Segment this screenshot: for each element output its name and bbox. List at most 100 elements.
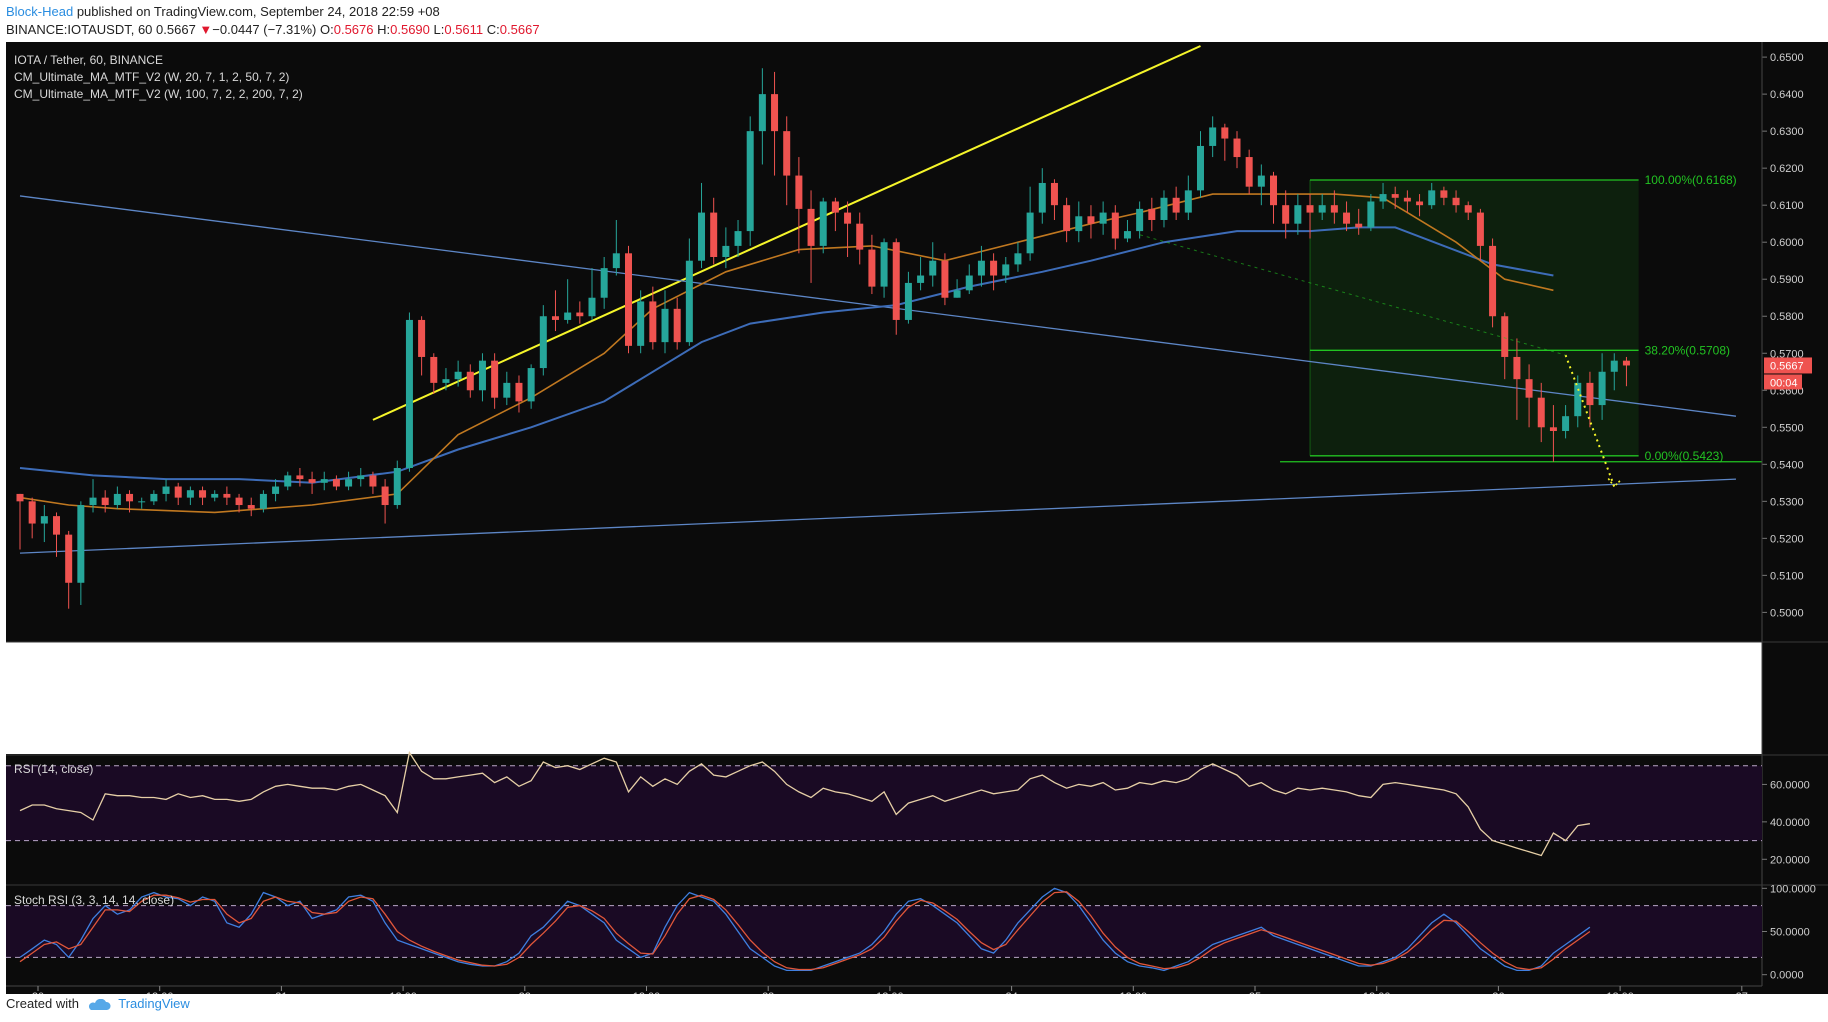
- candle-body: [929, 260, 937, 276]
- candle-body: [442, 379, 450, 383]
- author-link[interactable]: Block-Head: [6, 4, 74, 19]
- candle-body: [186, 490, 194, 498]
- candle-body: [844, 212, 852, 224]
- candle-body: [308, 479, 316, 483]
- candle-body: [126, 493, 134, 502]
- time-tick-label: 22: [519, 991, 531, 994]
- price-chart[interactable]: 100.00%(0.6168) 38.20%(0.5708) 0.00%(0.542…: [0, 42, 1828, 994]
- candle-body: [1038, 182, 1046, 213]
- candle-body: [917, 275, 925, 283]
- candle-body: [1196, 145, 1204, 191]
- time-tick-label: 12:00: [1120, 991, 1148, 994]
- main-pane: 100.00%(0.6168) 38.20%(0.5708) 0.00%(0.542…: [6, 42, 1828, 986]
- price-tick-label: 0.5300: [1770, 496, 1804, 508]
- candle-body: [746, 131, 754, 232]
- candle-body: [965, 275, 973, 291]
- candle-body: [649, 301, 657, 343]
- low-label: L:: [433, 22, 445, 37]
- osc-band-fill: [6, 765, 1762, 841]
- osc-tick-label: 100.0000: [1770, 883, 1816, 895]
- price-tick-label: 0.5400: [1770, 459, 1804, 471]
- close-value: 0.5667: [499, 22, 540, 37]
- time-tick-label: 21: [275, 991, 287, 994]
- candle-body: [1428, 190, 1436, 206]
- candle-body: [1355, 223, 1363, 228]
- time-tick-label: 23: [762, 991, 774, 994]
- tradingview-link[interactable]: TradingView: [118, 996, 190, 1011]
- candle-body: [1330, 205, 1338, 213]
- candle-body: [953, 290, 961, 298]
- candle-body: [1184, 190, 1192, 213]
- osc-tick-label: 0.0000: [1770, 970, 1804, 982]
- time-tick-label: 12:00: [876, 991, 904, 994]
- candle-body: [345, 479, 353, 487]
- candle-body: [1489, 245, 1497, 317]
- candle-body: [405, 319, 413, 469]
- candle-body: [1525, 379, 1533, 398]
- candle-body: [1403, 197, 1411, 202]
- candle-body: [807, 208, 815, 246]
- candle-body: [1002, 264, 1010, 276]
- candle-body: [1379, 194, 1387, 202]
- time-axis-bg: [6, 986, 1828, 994]
- candle-body: [1537, 397, 1545, 428]
- candle-body: [576, 312, 584, 317]
- candle-body: [77, 505, 85, 583]
- candle-body: [113, 493, 121, 506]
- tradingview-cloud-icon: [88, 998, 111, 1010]
- symbol-line: BINANCE:IOTAUSDT, 60 0.5667 ▼−0.0447 (−7…: [6, 22, 540, 37]
- candle-body: [1586, 382, 1594, 406]
- candle-body: [1416, 201, 1424, 206]
- candle-body: [235, 497, 243, 506]
- fib-level-label: 38.20%(0.5708): [1645, 343, 1730, 357]
- fib-level-label: 100.00%(0.6168): [1645, 173, 1737, 187]
- price-tick-label: 0.6100: [1770, 200, 1804, 212]
- candle-body: [381, 486, 389, 506]
- last-price: 0.5667: [156, 22, 196, 37]
- candle-body: [1209, 127, 1217, 146]
- candle-body: [564, 312, 572, 320]
- time-tick-label: 26: [1492, 991, 1504, 994]
- candle-body: [1233, 138, 1241, 158]
- candle-body: [1549, 427, 1557, 431]
- candle-body: [296, 475, 304, 480]
- candle-body: [320, 479, 328, 483]
- candle-body: [795, 175, 803, 209]
- price-change: −0.0447 (−7.31%): [212, 22, 317, 37]
- osc-tick-label: 40.0000: [1770, 817, 1810, 829]
- candle-body: [503, 382, 511, 398]
- candle-body: [1099, 212, 1107, 224]
- candle-body: [673, 308, 681, 343]
- candle-body: [990, 260, 998, 276]
- candle-body: [685, 260, 693, 343]
- price-tick-label: 0.6500: [1770, 52, 1804, 64]
- price-tick-label: 0.6400: [1770, 89, 1804, 101]
- candle-body: [722, 245, 730, 258]
- candle-body: [710, 212, 718, 258]
- candle-body: [150, 493, 158, 502]
- candle-body: [138, 501, 146, 503]
- chart-header: Block-Head published on TradingView.com,…: [0, 0, 1828, 42]
- candle-body: [162, 486, 170, 494]
- candle-body: [491, 360, 499, 398]
- candle-body: [831, 201, 839, 213]
- candle-body: [28, 501, 36, 524]
- right-axis-bg: [1762, 42, 1828, 986]
- candle-body: [1610, 360, 1618, 372]
- candle-body: [430, 356, 438, 383]
- candle-body: [1063, 205, 1071, 232]
- rsi-line: [19, 750, 1591, 857]
- chart-legend: IOTA / Tether, 60, BINANCE CM_Ultimate_M…: [14, 53, 303, 907]
- candle-body: [454, 371, 462, 380]
- candle-body: [1464, 205, 1472, 213]
- candle-body: [1257, 175, 1265, 187]
- candle-body: [868, 249, 876, 287]
- candle-body: [1391, 194, 1399, 198]
- time-tick-label: 12:00: [146, 991, 174, 994]
- candle-body: [661, 308, 669, 343]
- high-value: 0.5690: [390, 22, 430, 37]
- chart-footer: Created with TradingView: [6, 996, 190, 1011]
- stoch-k-line: [19, 887, 1591, 972]
- candle-body: [1501, 316, 1509, 357]
- candle-body: [53, 516, 61, 535]
